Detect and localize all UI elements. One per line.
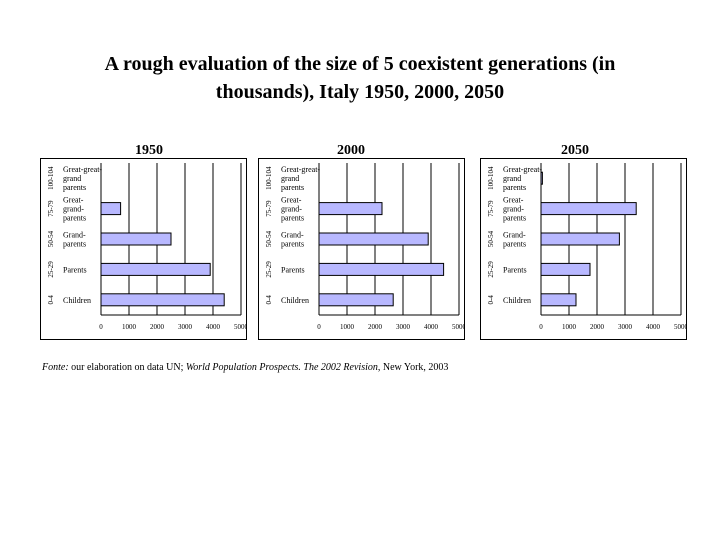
x-tick-label: 5000 xyxy=(674,323,686,331)
x-tick-label: 4000 xyxy=(646,323,661,331)
source-text-1: our elaboration on data UN; xyxy=(68,362,186,373)
chart-svg-2050: 0 1000 2000 3000 4000 5000 100-104 Great-great-… xyxy=(487,163,689,331)
x-tick-label: 2000 xyxy=(368,323,383,331)
age-group-label: 50-54 xyxy=(487,230,495,247)
x-tick-label: 3000 xyxy=(618,323,633,331)
age-group-label: 50-54 xyxy=(47,230,55,247)
bar xyxy=(540,262,591,276)
page-title: A rough evaluation of the size of 5 coex… xyxy=(0,50,720,106)
category-label: Parents xyxy=(63,265,87,274)
category-label: Great-great-grand parents xyxy=(503,165,542,192)
x-tick-label: 5000 xyxy=(234,323,246,331)
category-label: Great-grand-parents xyxy=(63,196,86,223)
bar xyxy=(318,293,394,307)
age-group-label: 75-79 xyxy=(265,200,273,217)
category-label: Children xyxy=(503,296,531,305)
chart-panel-2050: 0 1000 2000 3000 4000 5000 100-104 Great-great-… xyxy=(480,158,689,340)
chart-svg-2000: 0 1000 2000 3000 4000 5000 100-104 Great-great-… xyxy=(265,163,467,331)
category-label: Parents xyxy=(281,265,305,274)
bar xyxy=(318,262,445,276)
x-tick-label: 0 xyxy=(99,323,103,331)
panel-title-1950: 1950 xyxy=(135,143,163,158)
source-publication: World Population Prospects. The 2002 Rev… xyxy=(185,362,378,373)
x-tick-label: 1000 xyxy=(562,323,577,331)
chart-panel-2000: 0 1000 2000 3000 4000 5000 100-104 Great-great-… xyxy=(258,158,467,340)
category-label: Parents xyxy=(503,265,527,274)
category-label: Great-grand-parents xyxy=(281,196,304,223)
age-group-label: 25-29 xyxy=(47,261,55,278)
bar xyxy=(318,202,383,216)
chart-panel-1950: 0 1000 2000 3000 4000 5000 100-104 Great-great-… xyxy=(40,158,249,340)
bar xyxy=(100,202,122,216)
category-label: Grand-parents xyxy=(503,231,526,249)
source-text-2: , New York, 2003 xyxy=(377,362,449,373)
bar xyxy=(540,202,637,216)
category-label: Children xyxy=(63,296,91,305)
panel-title-2000: 2000 xyxy=(337,143,365,158)
x-tick-label: 0 xyxy=(317,323,321,331)
bar xyxy=(318,232,429,246)
bar xyxy=(540,232,620,246)
age-group-label: 25-29 xyxy=(265,261,273,278)
source-prefix: Fonte: xyxy=(42,362,69,373)
chart-svg-1950: 0 1000 2000 3000 4000 5000 100-104 Great-great-… xyxy=(47,163,249,331)
age-group-label: 0-4 xyxy=(265,295,273,305)
bar xyxy=(100,232,172,246)
bar xyxy=(100,262,211,276)
age-group-label: 50-54 xyxy=(265,230,273,247)
x-tick-label: 1000 xyxy=(122,323,137,331)
title-line-2: thousands), Italy 1950, 2000, 2050 xyxy=(215,81,505,103)
x-tick-label: 3000 xyxy=(178,323,193,331)
x-tick-label: 2000 xyxy=(590,323,605,331)
age-group-label: 100-104 xyxy=(487,166,495,190)
bar xyxy=(540,171,543,185)
age-group-label: 25-29 xyxy=(487,261,495,278)
x-tick-label: 3000 xyxy=(396,323,411,331)
age-group-label: 0-4 xyxy=(487,295,495,305)
bar xyxy=(100,293,225,307)
category-label: Grand-parents xyxy=(281,231,304,249)
panel-title-2050: 2050 xyxy=(561,143,589,158)
x-tick-label: 4000 xyxy=(206,323,221,331)
age-group-label: 0-4 xyxy=(47,295,55,305)
x-tick-label: 4000 xyxy=(424,323,439,331)
category-label: Great-great-grand parents xyxy=(63,165,102,192)
x-tick-label: 2000 xyxy=(150,323,165,331)
x-tick-label: 5000 xyxy=(452,323,464,331)
category-label: Great-great-grand parents xyxy=(281,165,320,192)
bar xyxy=(540,293,577,307)
category-label: Grand-parents xyxy=(63,231,86,249)
age-group-label: 100-104 xyxy=(265,166,273,190)
age-group-label: 75-79 xyxy=(47,200,55,217)
category-label: Children xyxy=(281,296,309,305)
age-group-label: 75-79 xyxy=(487,200,495,217)
age-group-label: 100-104 xyxy=(47,166,55,190)
x-tick-label: 1000 xyxy=(340,323,355,331)
source-note: Fonte: our elaboration on data UN; World… xyxy=(42,362,448,373)
category-label: Great-grand-parents xyxy=(503,196,526,223)
x-tick-label: 0 xyxy=(539,323,543,331)
title-line-1: A rough evaluation of the size of 5 coex… xyxy=(104,53,616,75)
